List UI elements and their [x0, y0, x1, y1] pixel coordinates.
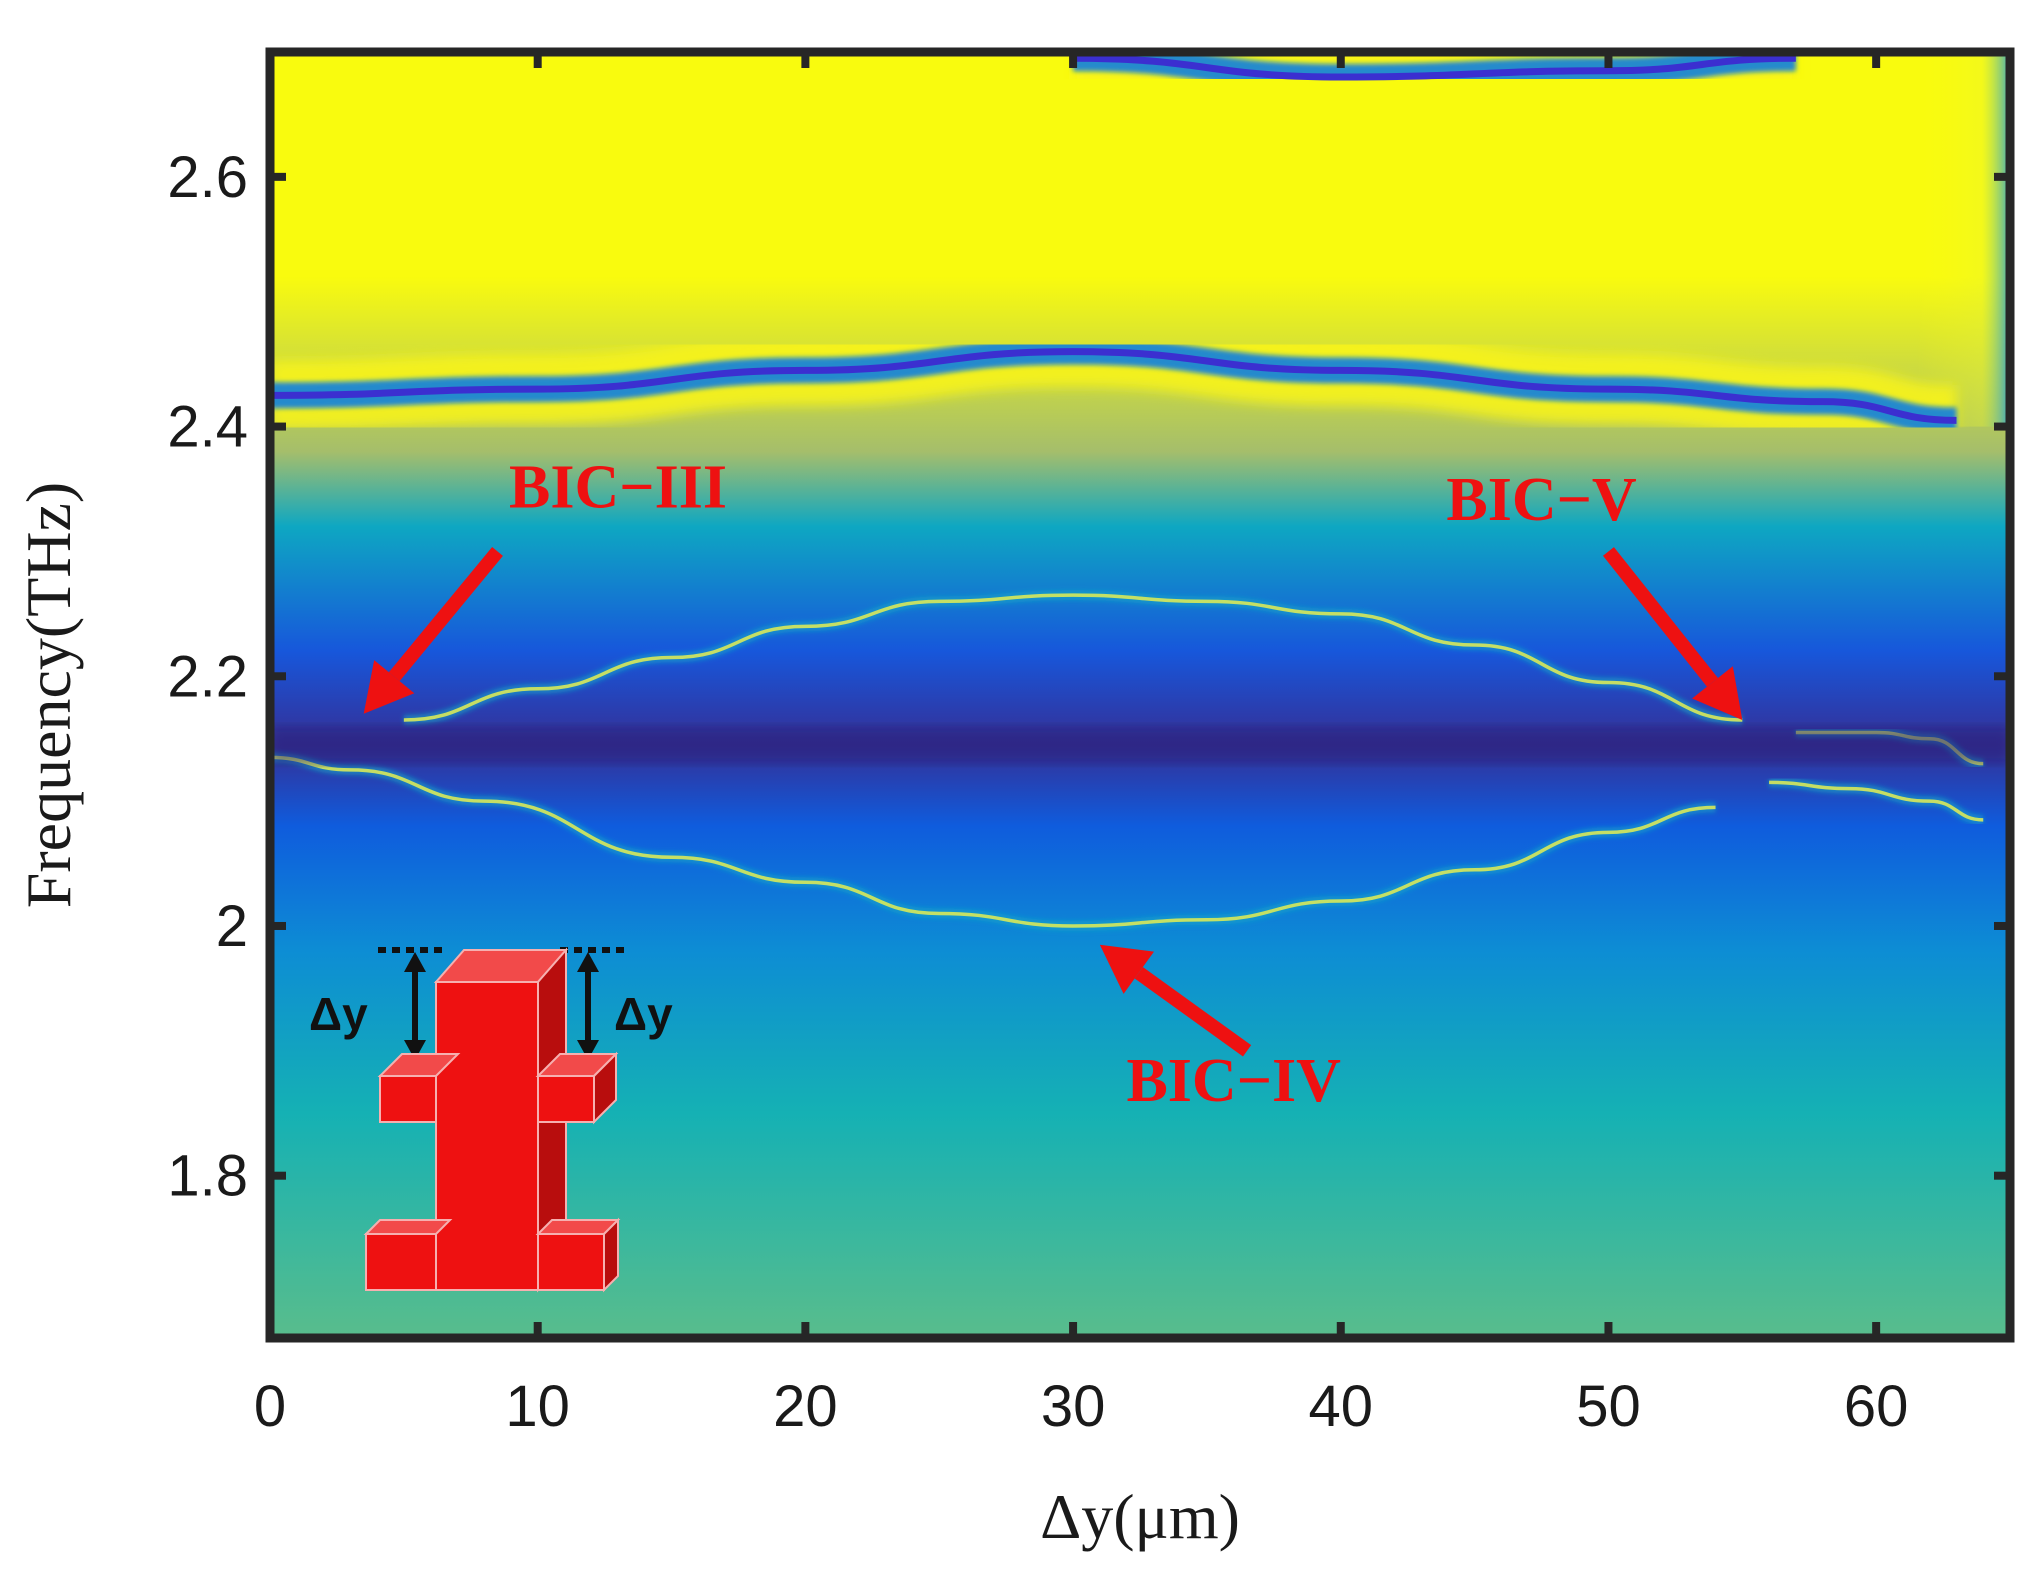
x-tick-label: 50	[1576, 1374, 1641, 1439]
annotation-label-0: BIC−III	[509, 454, 727, 522]
band-4	[1769, 777, 1984, 825]
annotation-arrow	[1134, 967, 1252, 1057]
annotations: BIC−III BIC−V BIC−IV	[363, 454, 1743, 1115]
annotation-arrowhead	[363, 660, 415, 714]
annotation-label-2: BIC−IV	[1126, 1047, 1341, 1115]
band-0	[270, 316, 1958, 456]
inset-label-left: Δy	[309, 988, 368, 1040]
heatmap-edge-region	[1916, 52, 2010, 427]
band-1	[1073, 52, 1796, 112]
y-tick-label: 2	[216, 894, 248, 959]
band-3	[270, 752, 1716, 931]
y-axis-label: Frequency(THz)	[13, 482, 84, 908]
x-tick-label: 30	[1041, 1374, 1106, 1439]
resonance-bands	[270, 52, 2010, 931]
annotation-label-1: BIC−V	[1446, 466, 1637, 534]
x-tick-label: 0	[254, 1374, 286, 1439]
structure-inset: Δy Δy	[309, 947, 673, 1293]
unit-cell-icon	[363, 947, 626, 1293]
annotation-arrow	[388, 546, 503, 682]
x-tick-label: 20	[773, 1374, 838, 1439]
y-tick-label: 2.6	[167, 145, 248, 210]
axes-frame	[265, 47, 2015, 1343]
annotation-arrowhead	[1692, 666, 1743, 720]
annotation-arrow	[1602, 547, 1718, 687]
axis-ticks: 0 10 20 30 40 50 60 1.8 2 2.2 2.4 2.6	[167, 52, 2010, 1439]
dark-band-core	[270, 726, 2010, 764]
x-tick-label: 10	[505, 1374, 570, 1439]
y-tick-label: 1.8	[167, 1144, 248, 1209]
x-tick-label: 60	[1844, 1374, 1909, 1439]
x-tick-label: 40	[1309, 1374, 1374, 1439]
y-tick-label: 2.2	[167, 644, 248, 709]
y-tick-label: 2.4	[167, 395, 248, 460]
annotation-arrowhead	[1099, 944, 1154, 994]
plot-border	[265, 47, 2015, 1343]
band-2	[403, 590, 1743, 725]
inset-label-right: Δy	[614, 988, 673, 1040]
x-axis-label: Δy(μm)	[1040, 1481, 1240, 1552]
